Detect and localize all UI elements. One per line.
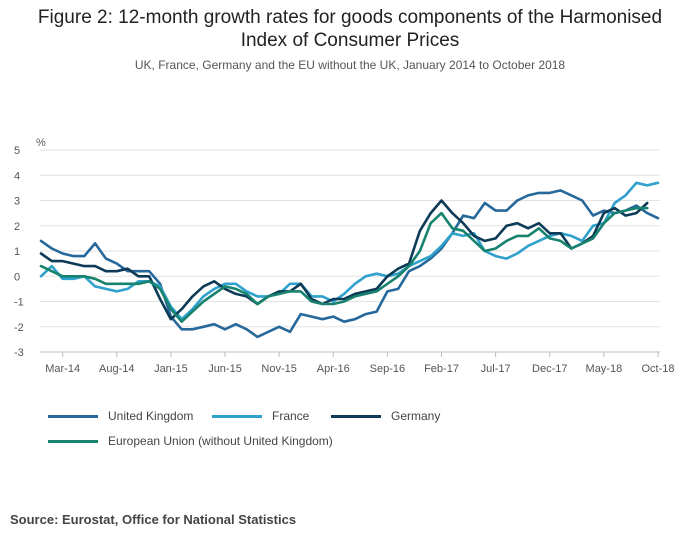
x-tick-label: Sep-16	[370, 363, 405, 375]
y-tick-label: -2	[14, 322, 24, 334]
y-axis-label: %	[36, 137, 46, 149]
legend-item-france[interactable]: France	[212, 408, 309, 424]
legend-item-germany[interactable]: Germany	[331, 408, 440, 424]
source-note: Source: Eurostat, Office for National St…	[10, 512, 297, 527]
y-tick-label: -3	[14, 347, 24, 359]
x-tick-label: Jul-17	[481, 363, 511, 375]
chart-subtitle: UK, France, Germany and the EU without t…	[134, 58, 566, 72]
legend-item-uk[interactable]: United Kingdom	[48, 408, 193, 424]
y-tick-label: 5	[14, 145, 20, 157]
x-tick-label: Nov-15	[261, 363, 296, 375]
legend-swatch-france	[212, 414, 262, 418]
y-tick-label: 3	[14, 196, 20, 208]
y-tick-label: 2	[14, 221, 20, 233]
y-tick-label: 1	[14, 246, 20, 258]
series-line-germany[interactable]	[39, 199, 649, 321]
legend-item-eu[interactable]: European Union (without United Kingdom)	[48, 433, 333, 449]
x-tick-label: May-18	[586, 363, 623, 375]
chart-title: Figure 2: 12-month growth rates for good…	[0, 6, 700, 52]
x-tick-label: Jan-15	[154, 363, 188, 375]
chart-title-line-1: Figure 2: 12-month growth rates for good…	[37, 7, 663, 28]
legend-swatch-germany	[331, 414, 381, 418]
x-tick-label: Jun-15	[208, 363, 242, 375]
x-tick-label: Apr-16	[317, 363, 350, 375]
series-line-united-kingdom[interactable]	[39, 189, 660, 339]
legend-swatch-eu	[48, 439, 98, 443]
line-chart: -3 -2 -1 0 1 2 3 4 5 Mar-14 Aug-14 Jan-15 Jun-15 Nov…	[14, 137, 675, 375]
gridlines	[40, 149, 660, 353]
legend-label-uk: United Kingdom	[108, 409, 194, 423]
x-tick-label: Aug-14	[99, 363, 134, 375]
y-tick-label: 0	[14, 271, 20, 283]
legend-label-eu: European Union (without United Kingdom)	[108, 434, 333, 448]
x-axis: Mar-14 Aug-14 Jan-15 Jun-15 Nov-15 Apr-16 Sep-…	[45, 352, 675, 375]
y-tick-label: -1	[14, 297, 24, 309]
x-tick-label: Mar-14	[45, 363, 80, 375]
legend-label-france: France	[272, 409, 310, 423]
legend-label-germany: Germany	[391, 409, 441, 423]
series-lines	[39, 181, 660, 339]
legend-swatch-uk	[48, 414, 98, 418]
y-tick-label: 4	[14, 170, 20, 182]
y-axis: -3 -2 -1 0 1 2 3 4 5	[14, 145, 24, 359]
x-tick-label: Oct-18	[641, 363, 674, 375]
x-tick-label: Dec-17	[532, 363, 567, 375]
chart-title-line-2: Index of Consumer Prices	[240, 30, 460, 51]
series-line-european-union-without-united-kingdom[interactable]	[39, 206, 649, 324]
x-tick-label: Feb-17	[424, 363, 459, 375]
